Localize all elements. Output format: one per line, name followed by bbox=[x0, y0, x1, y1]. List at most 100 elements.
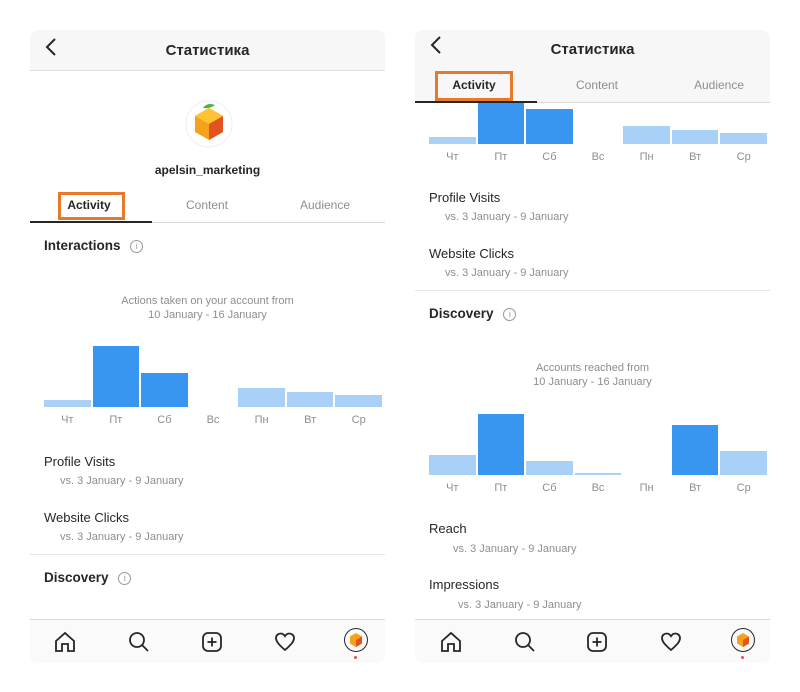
notification-dot bbox=[354, 656, 357, 659]
orange-cube-logo bbox=[185, 100, 233, 148]
divider bbox=[415, 290, 770, 291]
bar-3[interactable] bbox=[526, 109, 573, 144]
bar-2[interactable] bbox=[477, 414, 525, 475]
discovery-day-labels: Чт Пт Сб Вс Пн Вт Ср bbox=[428, 482, 768, 496]
bar-5[interactable] bbox=[623, 125, 670, 144]
divider bbox=[30, 554, 385, 555]
impressions-compare: vs. 3 January - 9 January bbox=[458, 599, 582, 611]
info-icon[interactable]: i bbox=[503, 308, 517, 321]
day-label: Сб bbox=[157, 414, 172, 426]
discovery-title: Discovery bbox=[44, 570, 109, 585]
chevron-left-icon[interactable] bbox=[44, 36, 58, 63]
search-icon[interactable] bbox=[513, 630, 537, 654]
tab-bar: Activity Content Audience bbox=[30, 188, 385, 223]
reach-label[interactable]: Reach bbox=[429, 521, 467, 536]
day-label: Чт bbox=[446, 151, 459, 163]
day-label: Вс bbox=[591, 151, 605, 163]
activity-day-labels: Чт Пт Сб Вс Пн Вт Ср bbox=[428, 151, 768, 165]
heart-icon[interactable] bbox=[273, 630, 297, 654]
interactions-chart bbox=[43, 346, 383, 407]
profile-visits-label[interactable]: Profile Visits bbox=[44, 454, 116, 469]
discovery-caption: Accounts reached from 10 January - 16 Ja… bbox=[415, 361, 770, 389]
add-post-icon[interactable] bbox=[585, 630, 609, 654]
activity-chart bbox=[428, 103, 768, 144]
day-label: Чт bbox=[446, 482, 459, 494]
activity-tab-highlight bbox=[58, 192, 125, 220]
website-clicks-label[interactable]: Website Clicks bbox=[44, 510, 130, 525]
discovery-section-title: Discovery i bbox=[429, 306, 517, 321]
website-clicks-label[interactable]: Website Clicks bbox=[429, 246, 515, 261]
day-label: Чт bbox=[61, 414, 74, 426]
interactions-caption: Actions taken on your account from 10 Ja… bbox=[30, 294, 385, 322]
tab-active-underline bbox=[30, 221, 152, 223]
day-label: Вт bbox=[689, 151, 702, 163]
info-icon[interactable]: i bbox=[118, 572, 132, 585]
left-screen-content: Статистика apelsin_marketing Activity Co… bbox=[30, 30, 385, 663]
day-label: Пт bbox=[109, 414, 123, 426]
day-label: Вт bbox=[304, 414, 317, 426]
bottom-nav bbox=[415, 619, 770, 663]
day-label: Пн bbox=[639, 482, 654, 494]
page-title: Статистика bbox=[550, 41, 635, 58]
discovery-title: Discovery bbox=[429, 306, 494, 321]
home-icon[interactable] bbox=[53, 630, 77, 654]
add-post-icon[interactable] bbox=[200, 630, 224, 654]
header: Статистика bbox=[30, 30, 385, 71]
day-label: Ср bbox=[736, 151, 751, 163]
tab-audience[interactable]: Audience bbox=[693, 78, 745, 92]
bar-7[interactable] bbox=[720, 451, 767, 475]
search-icon[interactable] bbox=[127, 630, 151, 654]
profile-visits-compare: vs. 3 January - 9 January bbox=[60, 475, 184, 487]
caption-line-2: 10 January - 16 January bbox=[533, 376, 652, 388]
profile-avatar bbox=[185, 100, 233, 148]
right-screen-content: Статистика Activity Content Audience Чт П… bbox=[415, 30, 770, 663]
bar-1[interactable] bbox=[429, 136, 476, 144]
tab-content[interactable]: Content bbox=[185, 198, 229, 212]
caption-line-1: Accounts reached from bbox=[535, 362, 650, 374]
interactions-day-labels: Чт Пт Сб Вс Пн Вт Ср bbox=[43, 414, 383, 428]
bar-5[interactable] bbox=[238, 388, 285, 407]
bar-4[interactable] bbox=[574, 473, 622, 475]
bar-2[interactable] bbox=[92, 346, 140, 407]
heart-icon[interactable] bbox=[659, 630, 683, 654]
day-label: Пн bbox=[254, 414, 269, 426]
tab-content[interactable]: Content bbox=[575, 78, 619, 92]
profile-avatar-icon[interactable] bbox=[344, 628, 368, 652]
day-label: Вс bbox=[591, 482, 605, 494]
interactions-title: Interactions bbox=[44, 238, 121, 253]
tab-bar: Activity Content Audience bbox=[415, 68, 770, 103]
info-icon[interactable]: i bbox=[130, 240, 144, 253]
bar-1[interactable] bbox=[429, 454, 476, 475]
impressions-label[interactable]: Impressions bbox=[429, 577, 500, 592]
bar-1[interactable] bbox=[44, 399, 91, 407]
interactions-section-title: Interactions i bbox=[44, 238, 144, 253]
day-label: Сб bbox=[542, 151, 557, 163]
notification-dot bbox=[741, 656, 744, 659]
left-screen: Статистика apelsin_marketing Activity Co… bbox=[30, 30, 385, 663]
bar-6[interactable] bbox=[671, 424, 719, 475]
bar-3[interactable] bbox=[526, 460, 573, 475]
bar-2[interactable] bbox=[477, 103, 525, 144]
day-label: Вс bbox=[206, 414, 220, 426]
day-label: Вт bbox=[689, 482, 702, 494]
bar-3[interactable] bbox=[141, 372, 188, 407]
home-icon[interactable] bbox=[439, 630, 463, 654]
profile-avatar-icon[interactable] bbox=[731, 628, 755, 652]
day-label: Пт bbox=[494, 482, 508, 494]
tab-audience[interactable]: Audience bbox=[299, 198, 351, 212]
day-label: Пн bbox=[639, 151, 654, 163]
bar-7[interactable] bbox=[720, 132, 767, 144]
activity-tab-highlight bbox=[435, 71, 513, 101]
bar-7[interactable] bbox=[335, 395, 382, 407]
reach-compare: vs. 3 January - 9 January bbox=[453, 543, 577, 555]
tab-activity[interactable]: Activity bbox=[452, 78, 496, 92]
profile-visits-label[interactable]: Profile Visits bbox=[429, 190, 501, 205]
right-screen: Статистика Activity Content Audience Чт П… bbox=[415, 30, 770, 663]
bar-6[interactable] bbox=[286, 391, 334, 407]
caption-line-1: Actions taken on your account from bbox=[121, 295, 294, 307]
bar-6[interactable] bbox=[671, 129, 719, 144]
tab-activity[interactable]: Activity bbox=[67, 198, 111, 212]
bottom-nav bbox=[30, 619, 385, 663]
day-label: Ср bbox=[351, 414, 366, 426]
chevron-left-icon[interactable] bbox=[429, 34, 443, 61]
